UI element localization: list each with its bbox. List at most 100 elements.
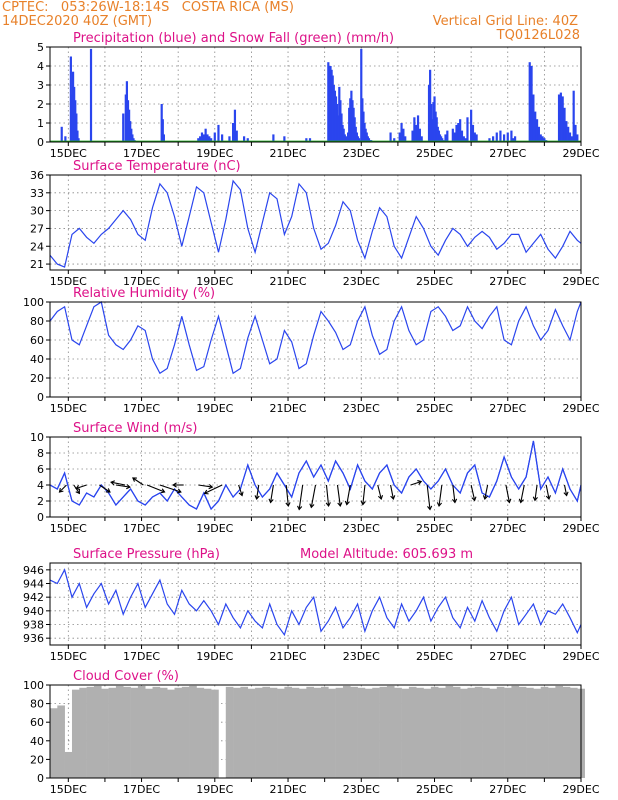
x-tick-label: 23DEC <box>343 522 380 535</box>
cloud-cover-bar <box>101 688 109 778</box>
wind-arrow <box>159 484 182 493</box>
wind-arrow-head <box>126 484 131 490</box>
cloud-cover-bar <box>350 686 358 778</box>
x-tick-label: 29DEC <box>562 783 599 796</box>
cloud-cover-bar <box>526 687 534 778</box>
wind-arrow-head <box>471 496 477 502</box>
y-tick-label: 20 <box>30 372 44 385</box>
cloud-cover-bar <box>211 689 219 778</box>
precip-bar <box>235 130 238 142</box>
wind-arrow <box>438 484 443 507</box>
y-tick-label: 0 <box>37 772 44 785</box>
cloud-cover-bar <box>277 688 285 778</box>
precip-plot-frame <box>49 46 582 143</box>
precip-bar <box>77 138 80 142</box>
cloud-cover-bar <box>423 688 432 778</box>
precip-bar <box>232 123 235 142</box>
cloud-cover-bar <box>108 687 117 778</box>
x-tick-label: 25DEC <box>416 522 453 535</box>
precip-bar <box>502 134 506 142</box>
precip-bar <box>64 136 67 142</box>
precip-bar <box>206 134 209 142</box>
y-tick-label: 5 <box>37 41 44 54</box>
x-tick-label: 21DEC <box>269 783 306 796</box>
x-tick-label: 19DEC <box>196 522 233 535</box>
precip-bar <box>242 136 246 142</box>
cloud-cover-bar <box>320 686 329 778</box>
wind-arrow <box>146 484 165 493</box>
wind-arrow <box>377 484 382 500</box>
precip-bar <box>122 113 125 142</box>
cloud-cover-bar <box>225 686 234 778</box>
precip-bar <box>559 92 562 142</box>
cloud-cover-bar <box>306 686 314 778</box>
wind-arrow-head <box>254 495 260 501</box>
wind-arrow-head <box>545 495 551 501</box>
wind-arrow-head <box>132 477 137 482</box>
x-tick-label: 17DEC <box>123 147 160 160</box>
wind-arrow-head <box>360 500 366 506</box>
cloud-cover-bar <box>474 686 483 778</box>
precip-bar <box>444 134 447 142</box>
cloud-cover-bar <box>460 688 468 778</box>
pressure-panel-title: Surface Pressure (hPa) <box>73 547 220 562</box>
wind-arrow-head <box>451 498 458 504</box>
y-tick-label: 0 <box>37 391 44 404</box>
precip-bar <box>537 126 540 142</box>
cloud-cover-bar <box>159 687 168 778</box>
x-tick-label: 15DEC <box>50 522 87 535</box>
y-tick-label: 944 <box>23 578 44 591</box>
precip-bar <box>411 130 414 142</box>
precip-bar <box>470 109 473 142</box>
x-tick-label: 17DEC <box>123 402 160 415</box>
precip-bar <box>499 130 502 142</box>
header-grid-line: Vertical Grid Line: 40Z <box>432 14 578 29</box>
wind-arrow <box>298 484 304 510</box>
wind-arrow-head <box>176 488 182 494</box>
y-tick-label: 4 <box>37 479 44 492</box>
y-tick-label: 0 <box>37 511 44 524</box>
cloud-cover-bar <box>240 686 249 778</box>
precip-bar <box>217 124 220 142</box>
humidity-panel-title: Relative Humidity (%) <box>73 286 215 301</box>
y-tick-label: 940 <box>23 605 44 618</box>
x-tick-label: 21DEC <box>269 650 306 663</box>
wind-arrow <box>110 481 126 486</box>
wind-arrow <box>410 480 422 486</box>
precip-bar <box>471 124 475 142</box>
precip-bar <box>420 136 423 142</box>
cloud-cover-bar <box>167 689 175 778</box>
x-tick-label: 25DEC <box>416 402 453 415</box>
cloud-cover-bar <box>181 686 190 778</box>
precip-bar <box>308 138 312 142</box>
precip-bar <box>202 134 205 142</box>
wind-arrow <box>520 484 525 503</box>
cloud-cover-bar <box>357 687 366 778</box>
precip-bar <box>563 107 566 142</box>
x-tick-label: 15DEC <box>50 402 87 415</box>
precip-bar <box>451 128 454 142</box>
wind-arrow <box>270 484 274 503</box>
cloud-cover-bar <box>64 751 73 778</box>
cloud-cover-bar <box>452 686 461 778</box>
wind-arrow <box>285 484 289 507</box>
precip-bar <box>568 132 572 142</box>
cloud-cover-bar <box>467 687 476 778</box>
cloud-cover-bar <box>145 688 153 778</box>
y-tick-label: 936 <box>23 632 44 645</box>
cloud-cover-bar <box>511 685 520 778</box>
precip-bar <box>464 138 467 142</box>
precip-bar <box>272 134 275 142</box>
x-tick-label: 19DEC <box>196 147 233 160</box>
y-tick-label: 36 <box>30 169 44 182</box>
precip-bar <box>76 130 79 142</box>
y-tick-label: 0 <box>37 136 44 149</box>
cloud-cover-bar <box>438 687 446 778</box>
wind-arrow-head <box>203 489 209 495</box>
x-tick-label: 29DEC <box>562 522 599 535</box>
humidity-plot-frame <box>49 301 582 398</box>
precip-bar <box>161 119 164 142</box>
pressure-series-line <box>49 568 582 637</box>
x-tick-label: 19DEC <box>196 275 233 288</box>
